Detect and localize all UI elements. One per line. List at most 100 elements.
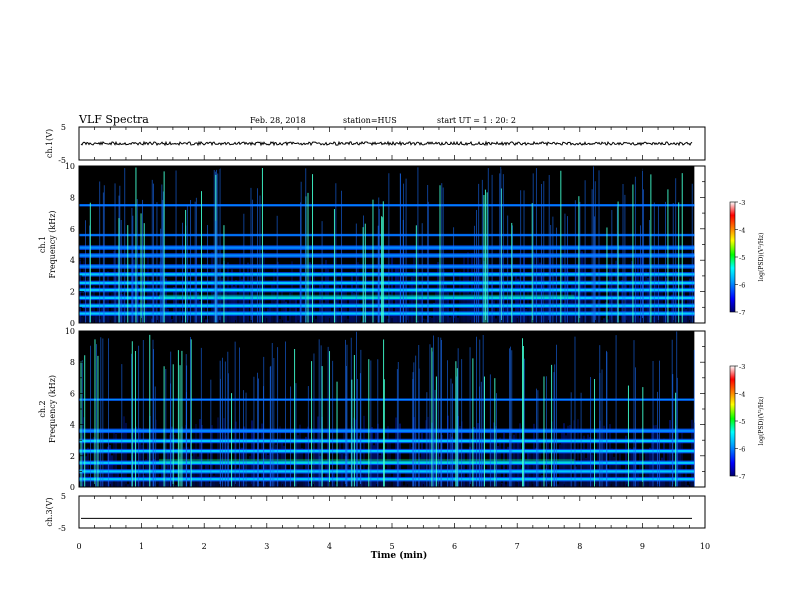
ch1-spec-ytick-label: 2 (70, 288, 75, 297)
ch1-spec-band-enhance (159, 294, 575, 299)
ch2-spec-noise-strip (507, 446, 509, 487)
ch1-spec-noise-strip (685, 308, 687, 323)
ch1-spec-noise-strip (273, 266, 275, 323)
ch1-spec-noise-strip (589, 299, 591, 323)
ch1-spec-noise-strip (311, 297, 313, 323)
ch1-spec-noise-strip (315, 318, 317, 323)
ch2-spec-noise-strip (323, 477, 325, 487)
x-axis-label: Time (min) (371, 550, 428, 561)
ch1-spec-noise-strip (113, 250, 115, 323)
ch2-spec-noise-strip (387, 426, 389, 487)
ch2-spec-noise-strip (401, 479, 403, 487)
ch1-spec-noise-strip (609, 265, 611, 323)
ch2-spec-noise-strip (453, 443, 455, 487)
ch2-spec-noise-strip (689, 481, 691, 487)
ch1-spec-noise-strip (557, 297, 559, 323)
ch2-spec-noise-strip (315, 449, 317, 487)
ch2-spec-noise-strip (125, 422, 127, 487)
ch1-spec-noise-strip (165, 278, 167, 323)
ch2-spec-noise-strip (563, 423, 565, 487)
ch1-spec-noise-strip (227, 262, 229, 323)
ch2-spec-noise-strip (175, 484, 177, 487)
ch2-spec-noise-strip (573, 420, 575, 487)
ch1-spec-noise-strip (187, 313, 189, 323)
ch1-spec-noise-strip (87, 277, 89, 323)
x-tick-label: 9 (640, 542, 645, 551)
ch1-spec-noise-strip (169, 313, 171, 323)
ch1-spec-channel-label: ch.1 (38, 236, 47, 253)
ch1-spec-noise-strip (167, 308, 169, 323)
ch1-spec-noise-strip (183, 308, 185, 323)
ch2-spec-noise-strip (409, 443, 411, 487)
ch1-spec-noise-strip (639, 318, 641, 323)
ch1-spec-noise-strip (349, 298, 351, 323)
ch2-spec-channel-label: ch.2 (38, 400, 47, 417)
ch1-spec-noise-strip (365, 267, 367, 323)
ch1-spec-noise-strip (533, 252, 535, 323)
ch1-spec-noise-strip (205, 319, 207, 323)
ch1-spec-noise-strip (357, 262, 359, 323)
ch2-spec-ylabel: Frequency (kHz) (48, 375, 57, 443)
ch1-spec-noise-strip (253, 278, 255, 323)
ch1-colorbar: -3 -4 -5 -6 -7 log(PSD)(V²/Hz) (729, 199, 765, 317)
ch1-spec-noise-strip (211, 252, 213, 323)
ch2-colorbar: -3 -4 -5 -6 -7 log(PSD)(V²/Hz) (729, 363, 765, 481)
ch1-spec-noise-strip (409, 282, 411, 323)
ch2-spec-noise-strip (255, 462, 257, 487)
ch2-spec-noise-strip (129, 479, 131, 487)
ch2-spec-noise-strip (133, 428, 135, 487)
ch2-spec-noise-strip (669, 420, 671, 487)
ch1-spec-noise-strip (437, 262, 439, 323)
ch2-spec-noise-strip (493, 422, 495, 487)
ch2-spec-noise-strip (527, 449, 529, 487)
ch1-spec-noise-strip (397, 265, 399, 323)
ch2-spec-ytick-label: 6 (70, 389, 75, 398)
ch2-spec-noise-strip (631, 449, 633, 487)
ch1-spec-noise-strip (467, 252, 469, 323)
ch1-spec-noise-strip (601, 319, 603, 323)
ch2-spec-noise-strip (609, 424, 611, 487)
ch2-spec-noise-strip (87, 447, 89, 487)
x-tick-label: 8 (577, 542, 582, 551)
ch2-spec-noise-strip (557, 484, 559, 487)
ch2-spec-ytick-label: 2 (70, 452, 75, 461)
ch1-spec-noise-strip (517, 278, 519, 323)
ch2-spec-noise-strip (195, 423, 197, 487)
ch1-spec-noise-strip (287, 320, 289, 323)
ch2-spec-band-core (79, 478, 695, 481)
ch1-spec-noise-strip (111, 293, 113, 323)
ch2-spec-noise-strip (653, 425, 655, 487)
ch2-spec-noise-strip (677, 428, 679, 487)
ch1-spec-noise-strip (665, 277, 667, 323)
ch2-spec-band-core (79, 449, 695, 453)
ch1-ylabel: ch.1(V) (45, 129, 54, 158)
ch1-spec-noise-strip (395, 265, 397, 323)
ch2-spec-noise-strip (519, 423, 521, 487)
ch1-spec-noise-strip (647, 278, 649, 323)
ch2-spec-noise-strip (241, 447, 243, 487)
ch2-spec-noise-strip (99, 450, 101, 487)
ch1-spec-band-core (79, 265, 695, 268)
ch2-spec-noise-strip (681, 431, 683, 487)
ch1-spec-noise-strip (249, 321, 251, 323)
x-tick-label: 6 (452, 542, 457, 551)
ch2-spec-band-core (79, 470, 695, 473)
ch1-spec-noise-strip (429, 317, 431, 323)
ch1-spec-noise-strip (581, 251, 583, 323)
ch2-spec-noise-strip (239, 447, 241, 487)
ch1-spec-noise-strip (607, 319, 609, 323)
ch1-spec-noise-strip (109, 315, 111, 323)
ch1-spec-noise-strip (263, 251, 265, 323)
ch1-spec-noise-strip (309, 262, 311, 323)
ch2-spec-noise-strip (445, 465, 447, 487)
ch2-spec-noise-strip (205, 464, 207, 487)
ch1-spec-noise-strip (577, 265, 579, 323)
ch2-spec-noise-strip (561, 432, 563, 487)
ch2-spec-noise-strip (651, 430, 653, 487)
ch2-spec-noise-strip (683, 481, 685, 487)
ch2-spec-noise-strip (649, 447, 651, 487)
ch2-spec-noise-strip (477, 423, 479, 487)
ch2-spec-noise-strip (259, 483, 261, 487)
ch2-spec-band-core (79, 461, 695, 464)
